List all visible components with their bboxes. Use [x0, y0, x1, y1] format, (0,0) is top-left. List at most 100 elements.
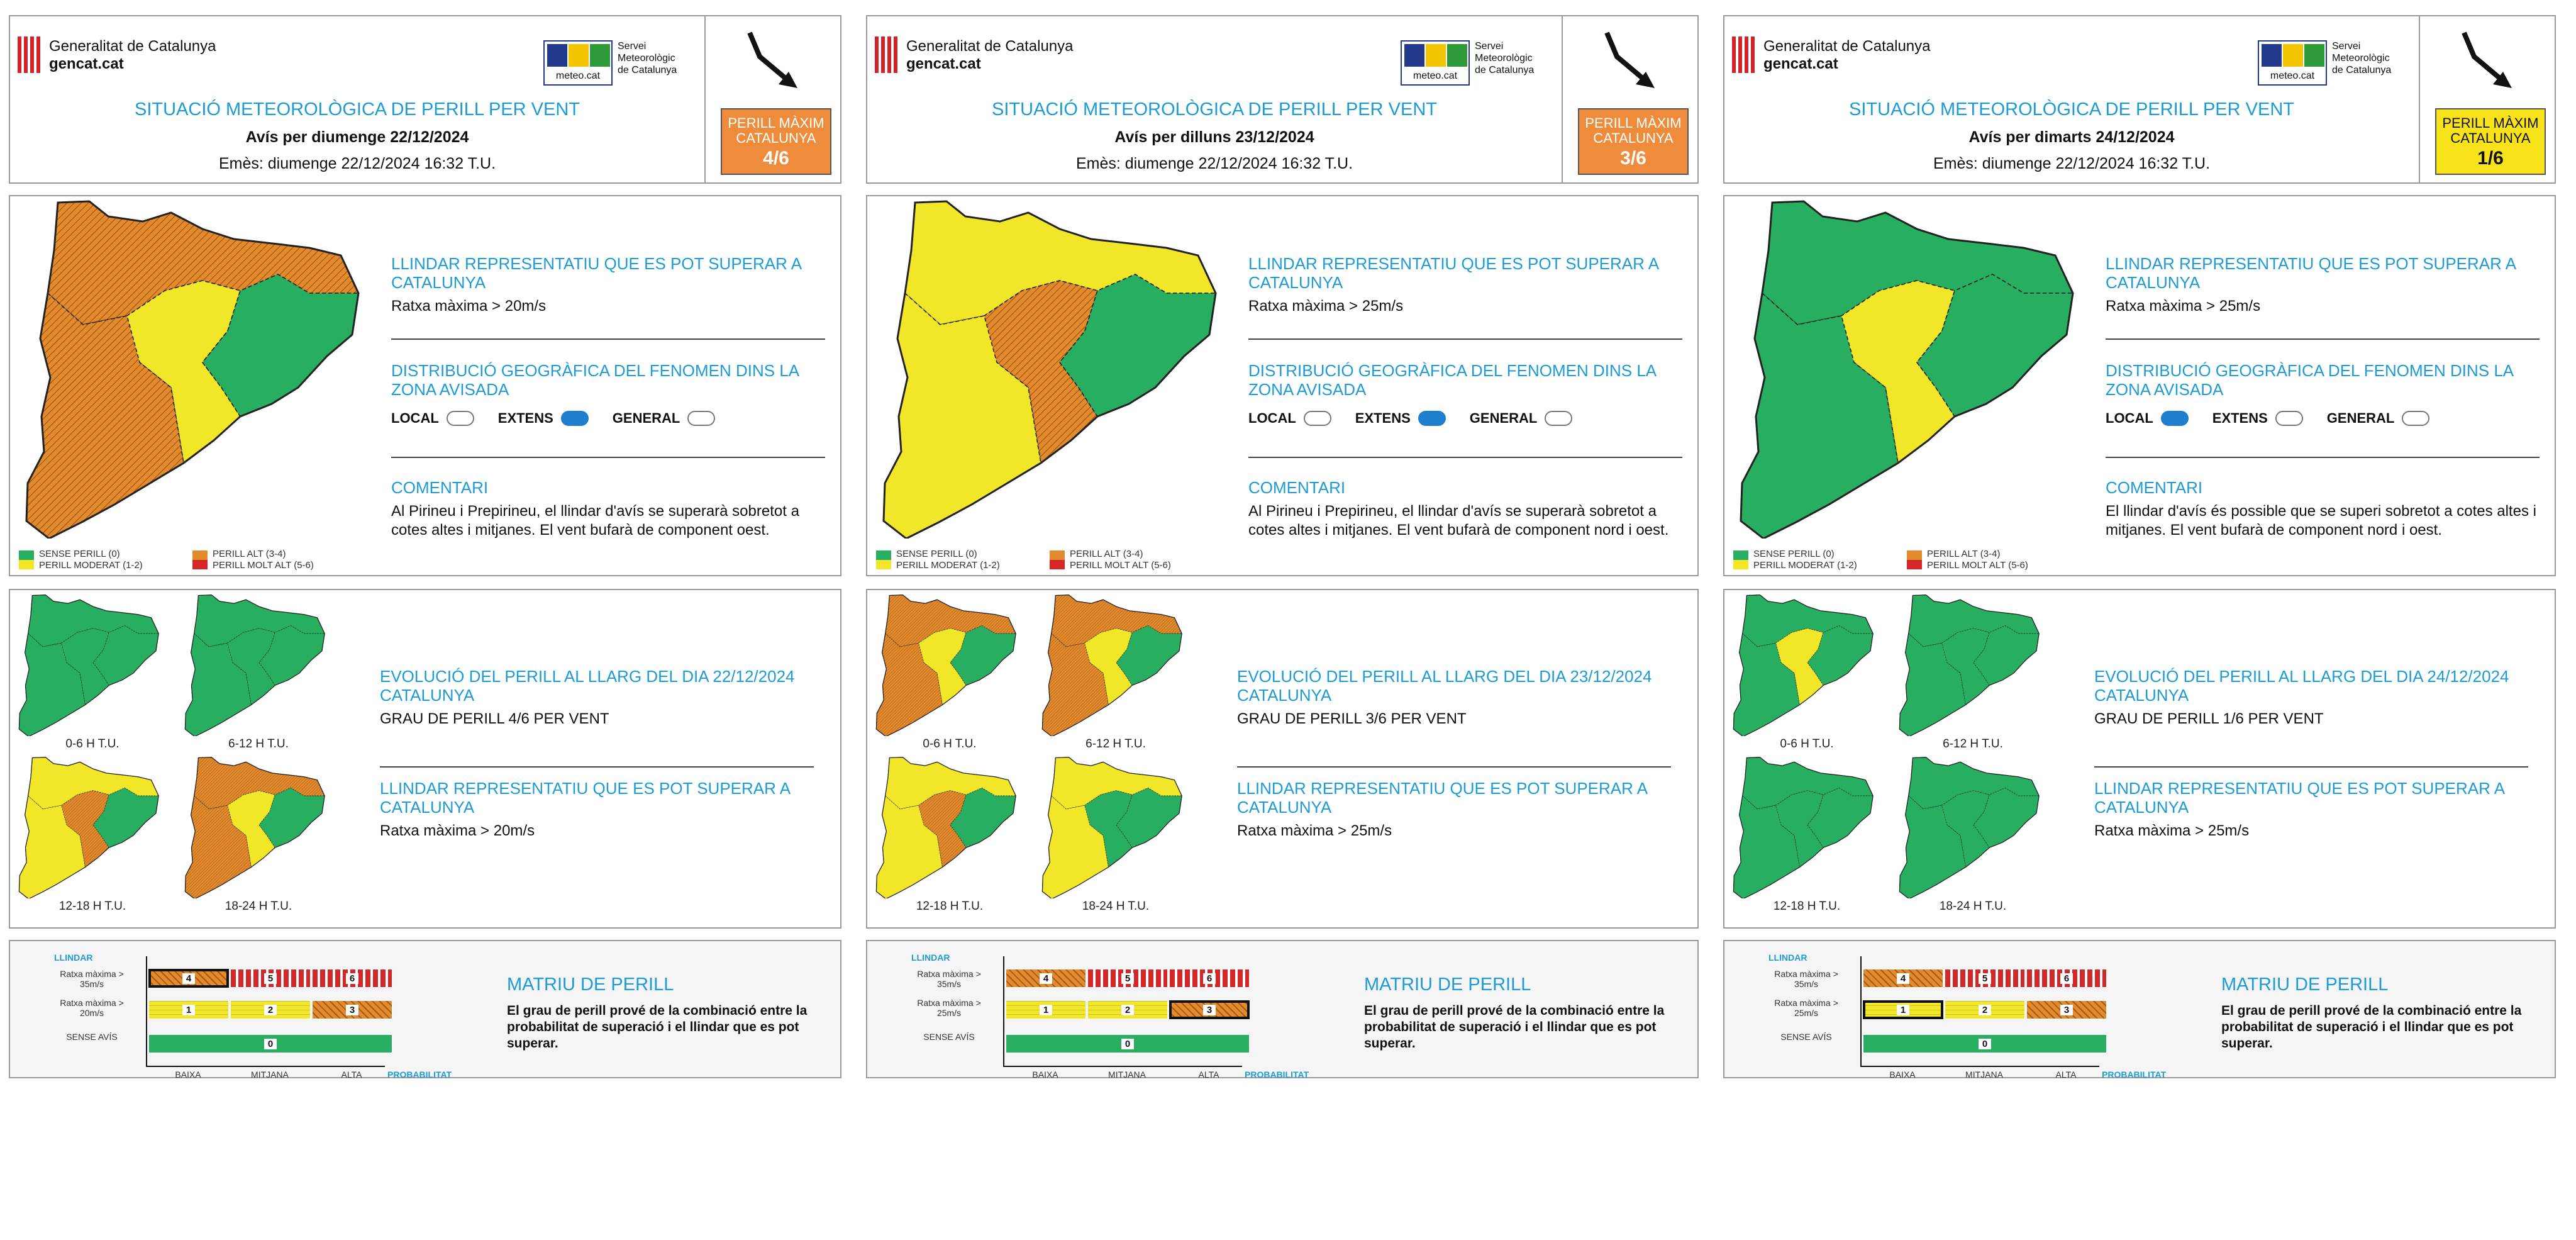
period-label: 18-24 H T.U. — [1939, 900, 2007, 913]
dist-extens: EXTENS — [498, 410, 589, 427]
matrix-cell-0: 0 — [148, 1034, 392, 1053]
wind-arrow-icon — [747, 31, 797, 88]
matrix-col-label: BAIXA — [175, 1070, 201, 1080]
max-danger-level: 3/6 — [1620, 148, 1646, 169]
divider — [380, 766, 814, 768]
matrix-cell-2: 2 — [230, 1000, 311, 1019]
map-region-sense — [201, 274, 359, 417]
map-region-sense — [1116, 625, 1182, 686]
map-region-sense — [1973, 625, 2040, 686]
distribution-options: LOCAL EXTENS GENERAL — [2106, 410, 2540, 427]
generalitat-name: Generalitat de Catalunya — [906, 38, 1074, 55]
distribution-block: DISTRIBUCIÓ GEOGRÀFICA DEL FENOMEN DINS … — [2106, 361, 2540, 427]
matrix-row-label: SENSE AVÍS — [1780, 1032, 1832, 1042]
divider — [2106, 457, 2540, 458]
divider — [391, 457, 825, 458]
meteocat-logo-icon: meteo.cat — [2258, 40, 2327, 86]
servei-label: Servei Meteorològic de Catalunya — [1475, 41, 1535, 75]
divider — [1248, 338, 1682, 340]
max-danger-badge: PERILL MÀXIM CATALUNYA 4/6 — [721, 108, 831, 175]
matrix-info: MATRIU DE PERILL El grau de perill prové… — [2221, 975, 2548, 1052]
danger-grade: GRAU DE PERILL 4/6 PER VENT — [380, 710, 609, 727]
matrix-cell-1: 1 — [1863, 1000, 1943, 1019]
evolution-section: 0-6 H T.U. 6-12 H T.U. 12-18 H T.U. 18-2… — [1723, 589, 2556, 929]
matrix-row-label: Ratxa màxima > 20m/s — [60, 998, 124, 1018]
generalitat-name: Generalitat de Catalunya — [49, 38, 216, 55]
matrix-col-label: MITJANA — [1965, 1070, 2003, 1080]
evolution-block: EVOLUCIÓ DEL PERILL AL LLARG DEL DIA 22/… — [380, 667, 814, 729]
matrix-row-label: Ratxa màxima > 35m/s — [60, 969, 124, 989]
bulletin-sheet: Generalitat de Catalunya gencat.cat mete… — [866, 15, 1699, 1080]
matrix-col-label: ALTA — [1198, 1070, 1219, 1080]
matrix-text: El grau de perill prové de la combinació… — [2221, 1003, 2522, 1051]
threshold2-value: Ratxa màxima > 25m/s — [2094, 822, 2250, 839]
issued-date: Emès: diumenge 22/12/2024 16:32 T.U. — [1933, 155, 2211, 172]
distribution-block: DISTRIBUCIÓ GEOGRÀFICA DEL FENOMEN DINS … — [1248, 361, 1682, 427]
evolution-section: 0-6 H T.U. 6-12 H T.U. 12-18 H T.U. 18-2… — [9, 589, 841, 929]
threshold-heading: LLINDAR REPRESENTATIU QUE ES POT SUPERAR… — [1248, 254, 1658, 292]
dist-general: GENERAL — [613, 410, 716, 427]
map-region-sense — [1058, 274, 1216, 417]
threshold-block: LLINDAR REPRESENTATIU QUE ES POT SUPERAR… — [2106, 254, 2540, 316]
matrix-heading: MATRIU DE PERILL — [2221, 975, 2389, 995]
dist-local-toggle-icon — [2160, 411, 2189, 426]
max-danger-badge: PERILL MÀXIM CATALUNYA 1/6 — [2435, 108, 2546, 175]
day-summary-section: SENSE PERILL (0) PERILL MODERAT (1-2) PER… — [866, 195, 1699, 576]
map-region-sense — [258, 788, 325, 848]
matrix-axis-h — [146, 1066, 385, 1067]
generalitat-logo-icon — [875, 36, 900, 73]
matrix-cell-3: 3 — [2026, 1000, 2107, 1019]
dist-extens-toggle-icon — [560, 411, 589, 426]
day-summary-section: SENSE PERILL (0) PERILL MODERAT (1-2) PER… — [9, 195, 841, 576]
divider — [391, 338, 825, 340]
matrix-axis-v — [1860, 956, 1862, 1067]
period-label: 0-6 H T.U. — [1780, 737, 1834, 751]
dist-extens-toggle-icon — [1418, 411, 1446, 426]
danger-grade: GRAU DE PERILL 1/6 PER VENT — [2094, 710, 2324, 727]
matrix-col-label: ALTA — [2055, 1070, 2077, 1080]
map-region-sense — [1116, 788, 1182, 848]
threshold2-value: Ratxa màxima > 25m/s — [1237, 822, 1392, 839]
dist-extens: EXTENS — [2212, 410, 2303, 427]
servei-label: Servei Meteorològic de Catalunya — [2332, 41, 2392, 75]
meteocat-logo-icon: meteo.cat — [1401, 40, 1470, 86]
period-label: 6-12 H T.U. — [228, 737, 289, 751]
gencat-domain: gencat.cat — [906, 55, 981, 72]
gencat-domain: gencat.cat — [49, 55, 124, 72]
evolution-heading: EVOLUCIÓ DEL PERILL AL LLARG DEL DIA 22/… — [380, 667, 795, 705]
matrix-col-label: MITJANA — [1108, 1070, 1146, 1080]
dist-local: LOCAL — [391, 410, 474, 427]
comment-heading: COMENTARI — [2106, 478, 2203, 497]
period-map-1 — [1899, 595, 2040, 736]
max-danger-level: 4/6 — [763, 148, 789, 169]
matrix-cell-4: 4 — [148, 969, 229, 988]
threshold2-heading: LLINDAR REPRESENTATIU QUE ES POT SUPERAR… — [2094, 779, 2504, 817]
generalitat-logo-icon — [1732, 36, 1757, 73]
map-region-sense — [950, 788, 1016, 848]
matrix-cell-6: 6 — [2026, 969, 2107, 988]
evolution-heading: EVOLUCIÓ DEL PERILL AL LLARG DEL DIA 23/… — [1237, 667, 1652, 705]
matrix-cell-1: 1 — [1006, 1000, 1086, 1019]
period-map-1 — [184, 595, 325, 736]
danger-matrix: LLINDAR Ratxa màxima > 35m/s Ratxa màxim… — [880, 950, 1333, 1080]
divider — [2094, 766, 2528, 768]
wind-arrow-icon — [1604, 31, 1655, 88]
matrix-heading: MATRIU DE PERILL — [1364, 975, 1531, 995]
threshold-value: Ratxa màxima > 25m/s — [1248, 298, 1404, 315]
sheet-header: Generalitat de Catalunya gencat.cat mete… — [1723, 15, 2556, 184]
meteocat-label: meteo.cat — [555, 70, 601, 81]
threshold2-heading: LLINDAR REPRESENTATIU QUE ES POT SUPERAR… — [1237, 779, 1647, 817]
matrix-cell-0: 0 — [1863, 1034, 2107, 1053]
matrix-col-label: MITJANA — [251, 1070, 289, 1080]
danger-matrix: LLINDAR Ratxa màxima > 35m/s Ratxa màxim… — [1737, 950, 2190, 1080]
comment-block: COMENTARI El llindar d'avís és possible … — [2106, 478, 2540, 540]
matrix-col-label: ALTA — [341, 1070, 362, 1080]
matrix-info: MATRIU DE PERILL El grau de perill prové… — [507, 975, 834, 1052]
period-label: 12-18 H T.U. — [58, 900, 126, 913]
matrix-axis-llindar: LLINDAR — [911, 952, 950, 963]
matrix-cell-3: 3 — [1169, 1000, 1250, 1019]
period-map-1 — [1041, 595, 1182, 736]
distribution-block: DISTRIBUCIÓ GEOGRÀFICA DEL FENOMEN DINS … — [391, 361, 825, 427]
matrix-col-label: BAIXA — [1889, 1070, 1916, 1080]
matrix-axis-v — [146, 956, 147, 1067]
